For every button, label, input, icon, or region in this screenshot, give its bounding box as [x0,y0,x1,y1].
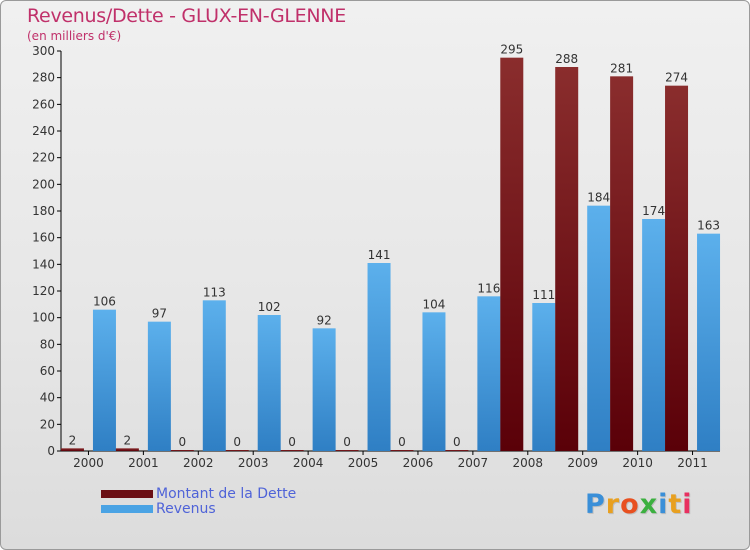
y-tick-label: 180 [32,204,55,218]
data-label-revenue-2009: 184 [587,191,610,205]
x-tick-label: 2005 [348,456,379,470]
data-label-revenue-2000: 106 [93,295,116,309]
data-label-debt-2000: 2 [69,433,77,447]
legend-label-debt: Montant de la Dette [156,486,297,502]
x-tick-label: 2001 [128,456,159,470]
bar-revenue-2005 [367,263,391,451]
data-label-revenue-2010: 174 [642,204,665,218]
y-tick-label: 60 [40,364,55,378]
bar-revenue-2011 [697,233,721,451]
logo-letter: r [605,489,621,520]
y-tick-label: 40 [40,391,55,405]
legend-swatch-revenue [101,505,153,513]
data-label-revenue-2011: 163 [697,219,720,233]
bar-debt-2003 [225,450,249,451]
y-tick-label: 280 [32,71,55,85]
bar-revenue-2004 [312,328,336,451]
logo-letter: o [620,489,640,520]
y-tick-label: 140 [32,257,55,271]
x-tick-label: 2007 [458,456,489,470]
x-tick-label: 2010 [622,456,653,470]
bar-debt-2005 [335,450,359,451]
chart-title: Revenus/Dette - GLUX-EN-GLENNE [27,5,346,27]
bar-revenue-2006 [422,312,446,451]
logo-letter: i [682,489,693,520]
y-tick-label: 120 [32,284,55,298]
bar-debt-2000 [60,448,84,451]
legend-label-revenue: Revenus [156,501,216,517]
y-tick-label: 0 [47,444,55,458]
bar-debt-2011 [665,85,689,452]
y-tick-label: 100 [32,311,55,325]
data-label-revenue-2002: 113 [203,285,226,299]
x-tick-label: 2011 [677,456,708,470]
data-label-debt-2003: 0 [233,435,241,449]
y-tick-label: 160 [32,231,55,245]
bar-debt-2009 [555,67,579,451]
x-tick-label: 2000 [73,456,104,470]
data-label-debt-2005: 0 [343,435,351,449]
bar-revenue-2001 [147,321,171,451]
bar-debt-2008 [500,57,524,452]
x-tick-label: 2002 [183,456,214,470]
data-label-debt-2006: 0 [398,435,406,449]
data-label-debt-2001: 2 [124,433,132,447]
bar-debt-2002 [170,450,194,451]
bar-revenue-2009 [587,205,611,451]
logo-letter: i [658,489,669,520]
data-label-revenue-2004: 92 [316,313,331,327]
x-tick-label: 2009 [567,456,598,470]
logo-letter: t [668,489,683,520]
bar-debt-2010 [610,76,634,451]
x-tick-label: 2004 [293,456,324,470]
logo-letter: x [639,489,659,520]
x-tick-label: 2006 [403,456,434,470]
x-tick-label: 2008 [513,456,544,470]
bar-debt-2006 [390,450,414,451]
data-label-revenue-2003: 102 [258,300,281,314]
bar-revenue-2008 [532,303,556,451]
data-label-debt-2011: 274 [665,71,688,85]
x-tick-label: 2003 [238,456,269,470]
proxiti-logo: Proxiti [585,489,693,520]
bar-revenue-2003 [257,315,281,451]
y-tick-label: 260 [32,97,55,111]
data-label-revenue-2005: 141 [368,248,391,262]
bar-debt-2004 [280,450,304,451]
bar-revenue-2010 [642,219,666,451]
bar-debt-2007 [445,450,469,451]
data-label-debt-2004: 0 [288,435,296,449]
data-label-revenue-2001: 97 [152,307,167,321]
chart-subtitle: (en milliers d'€) [27,29,122,43]
data-label-revenue-2007: 116 [477,281,500,295]
legend-swatch-debt [101,490,153,498]
data-label-revenue-2008: 111 [532,288,555,302]
bar-debt-2001 [115,448,139,451]
y-tick-label: 300 [32,44,55,58]
data-label-debt-2002: 0 [178,435,186,449]
data-label-debt-2008: 295 [500,43,523,57]
data-label-debt-2010: 281 [610,61,633,75]
bar-revenue-2002 [202,300,226,451]
y-tick-label: 20 [40,417,55,431]
y-tick-label: 220 [32,151,55,165]
logo-letter: P [585,489,606,520]
bar-revenue-2000 [92,309,116,451]
y-tick-label: 240 [32,124,55,138]
bar-revenue-2007 [477,296,501,451]
y-tick-label: 200 [32,177,55,191]
data-label-debt-2007: 0 [453,435,461,449]
data-label-debt-2009: 288 [555,52,578,66]
y-tick-label: 80 [40,337,55,351]
data-label-revenue-2006: 104 [423,297,446,311]
